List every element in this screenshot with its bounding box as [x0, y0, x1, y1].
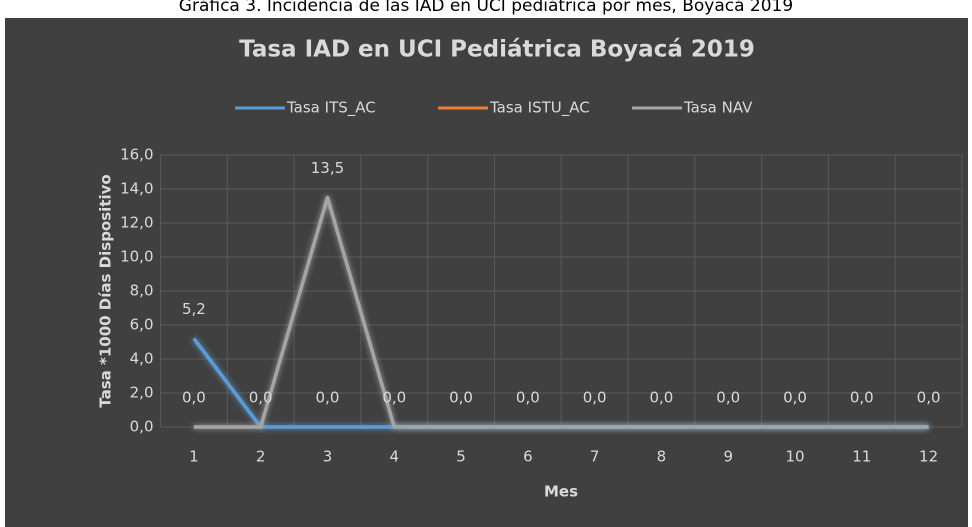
- chart-title: Tasa IAD en UCI Pediátrica Boyacá 2019: [239, 37, 755, 63]
- legend-label: Tasa NAV: [683, 99, 753, 117]
- data-label: 0,0: [316, 389, 340, 407]
- x-tick-label: 9: [723, 448, 733, 466]
- y-tick-label: 0,0: [130, 418, 154, 436]
- data-label: 13,5: [311, 159, 344, 177]
- x-tick-label: 12: [919, 448, 938, 466]
- data-label: 0,0: [783, 389, 807, 407]
- y-tick-label: 8,0: [130, 282, 154, 300]
- x-tick-label: 2: [256, 448, 266, 466]
- caption: Gráfica 3. Incidencia de las IAD en UCI …: [179, 0, 793, 16]
- data-label: 0,0: [382, 389, 406, 407]
- y-tick-label: 10,0: [120, 248, 153, 266]
- legend-label: Tasa ITS_AC: [286, 99, 376, 118]
- data-label: 0,0: [583, 389, 607, 407]
- data-label: 0,0: [917, 389, 941, 407]
- y-tick-label: 12,0: [120, 214, 153, 232]
- y-tick-label: 16,0: [120, 146, 153, 164]
- data-label: 0,0: [850, 389, 874, 407]
- y-tick-label: 2,0: [130, 384, 154, 402]
- x-tick-label: 6: [523, 448, 533, 466]
- x-tick-label: 3: [323, 448, 333, 466]
- data-label: 0,0: [249, 389, 273, 407]
- x-tick-label: 1: [189, 448, 199, 466]
- data-label: 0,0: [650, 389, 674, 407]
- data-label: 0,0: [516, 389, 540, 407]
- x-tick-label: 5: [456, 448, 466, 466]
- y-tick-label: 14,0: [120, 180, 153, 198]
- x-axis-label: Mes: [544, 483, 578, 501]
- x-tick-label: 7: [590, 448, 600, 466]
- chart-background: [5, 18, 968, 527]
- data-label: 5,2: [182, 300, 206, 318]
- series-line: [193, 195, 929, 429]
- data-label: 0,0: [182, 389, 206, 407]
- x-tick-label: 4: [389, 448, 399, 466]
- legend-label: Tasa ISTU_AC: [489, 99, 590, 118]
- data-label: 0,0: [716, 389, 740, 407]
- x-tick-label: 11: [852, 448, 871, 466]
- x-tick-label: 8: [657, 448, 667, 466]
- y-tick-label: 4,0: [130, 350, 154, 368]
- y-tick-label: 6,0: [130, 316, 154, 334]
- y-axis-label: Tasa *1000 Días Dispositivo: [97, 174, 115, 407]
- x-tick-label: 10: [785, 448, 804, 466]
- data-label: 0,0: [449, 389, 473, 407]
